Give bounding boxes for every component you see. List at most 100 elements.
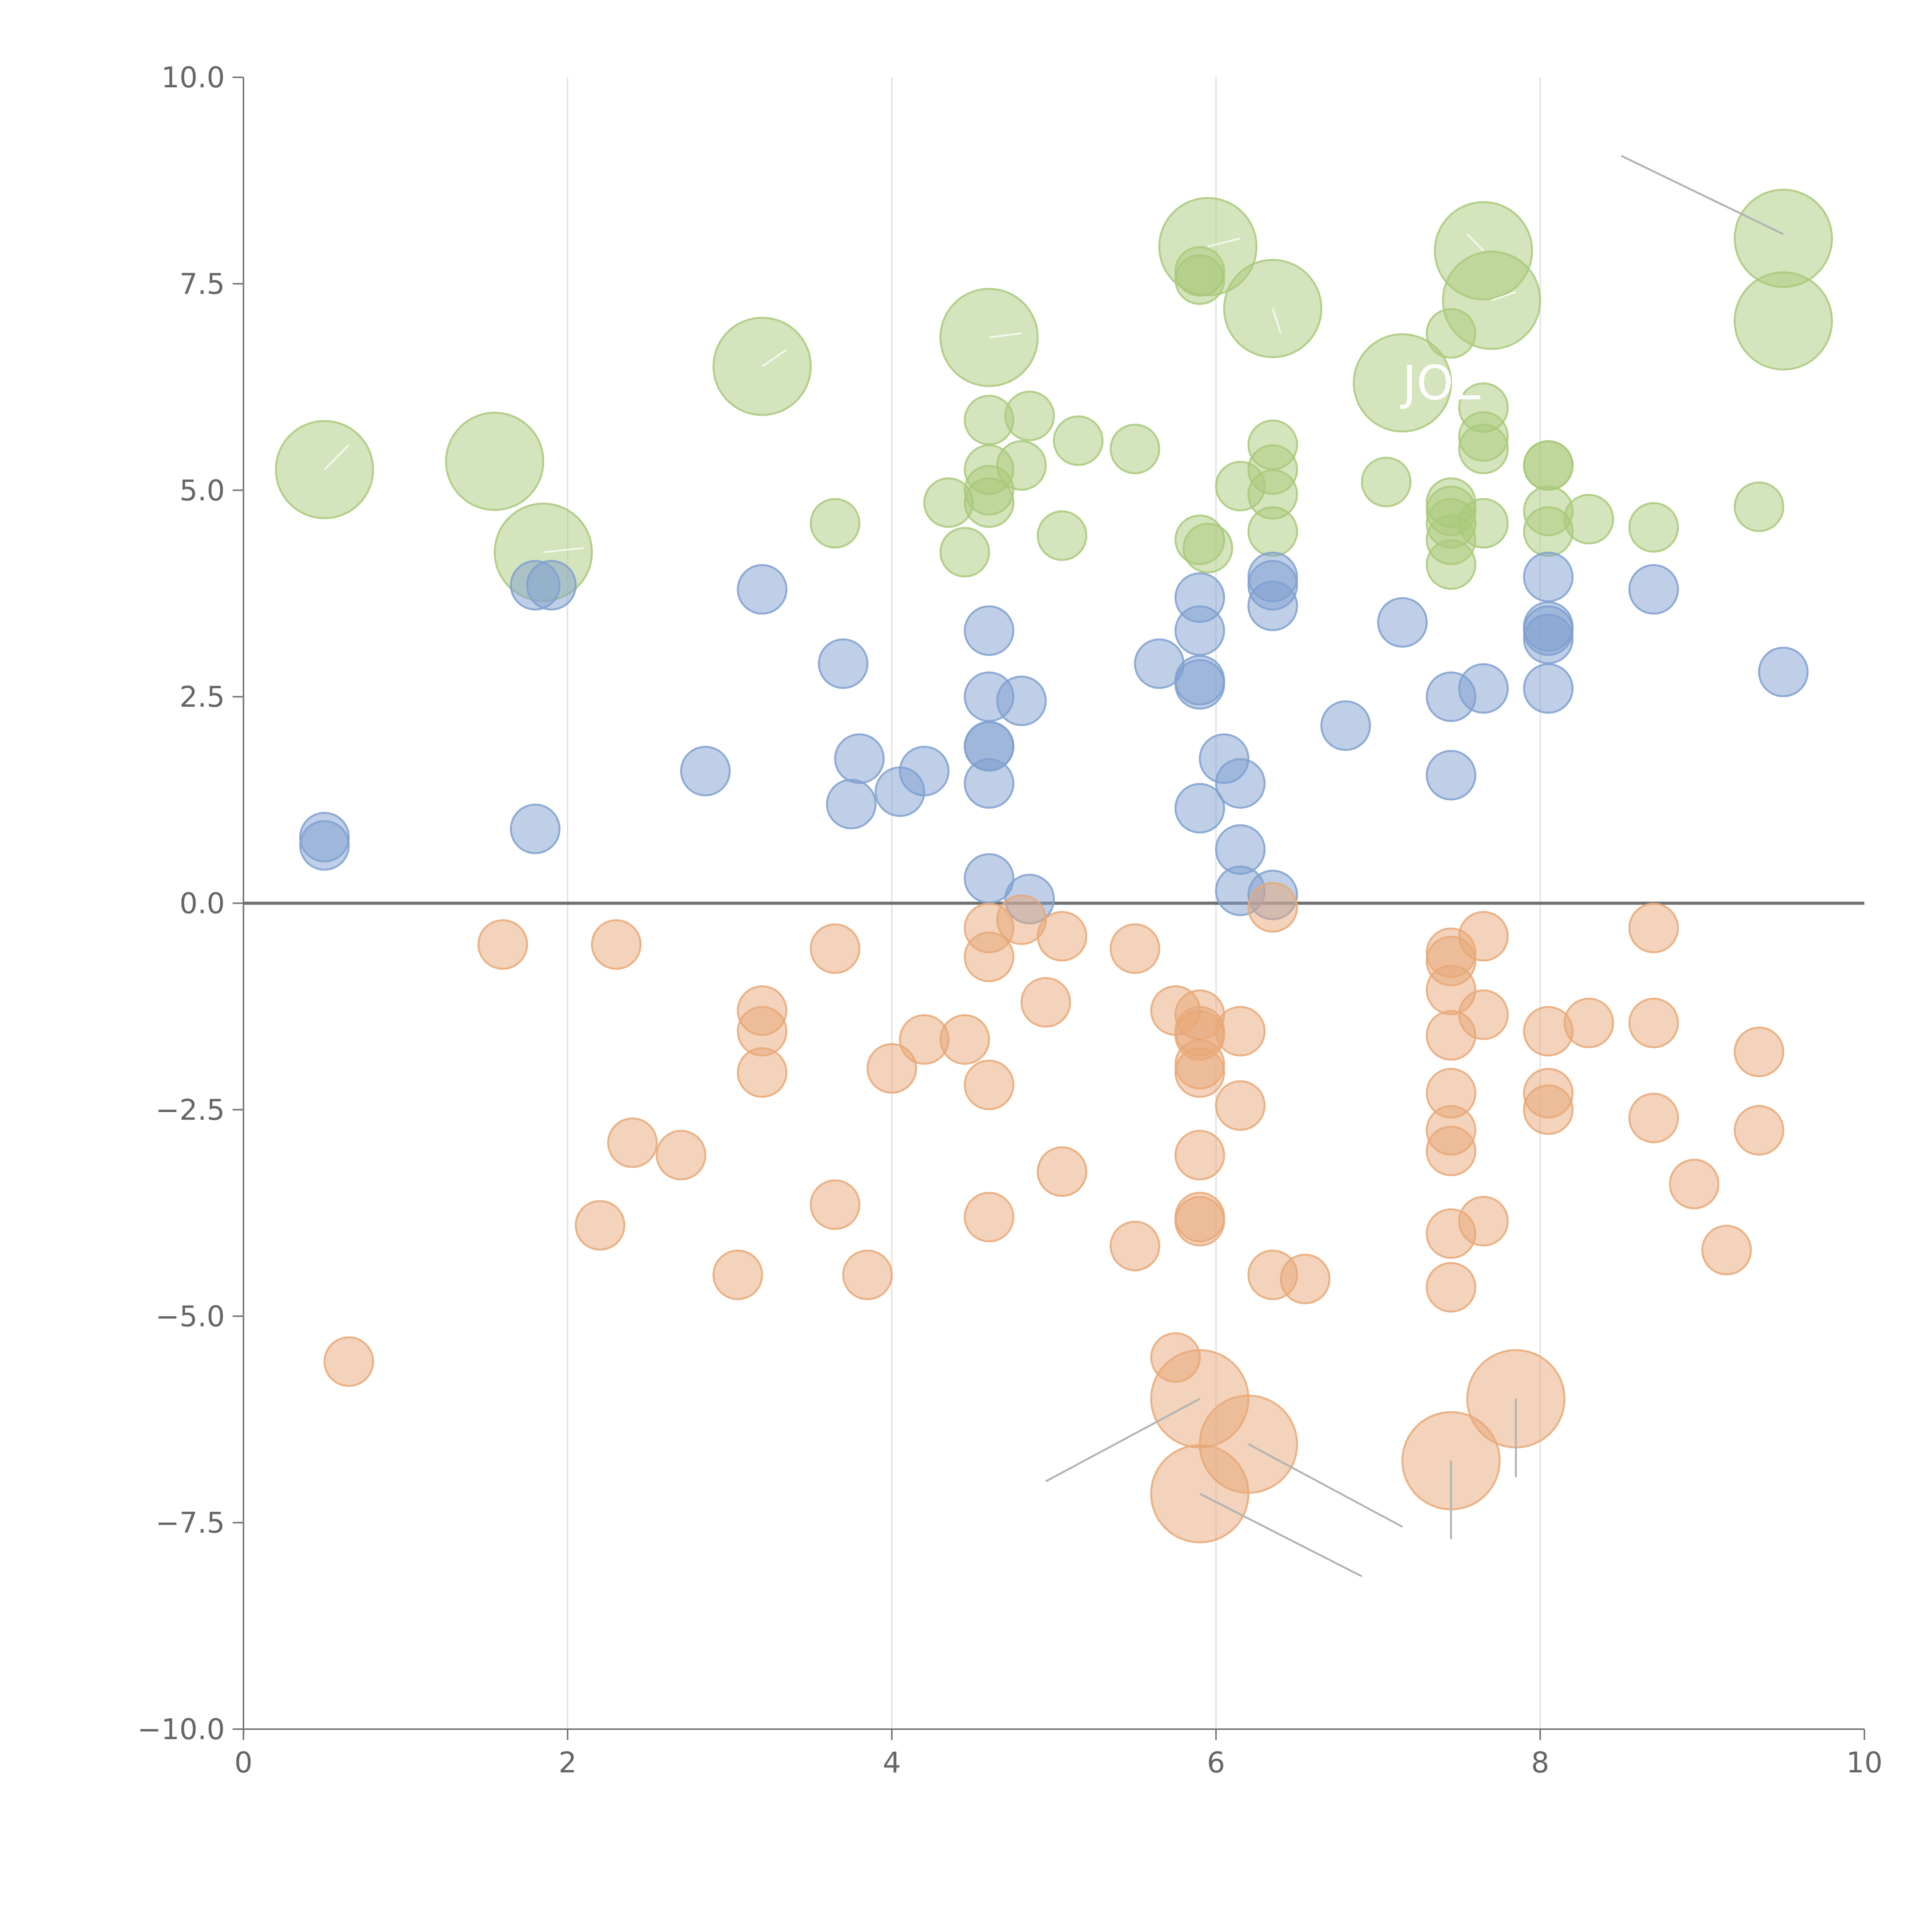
green-point-48[interactable] bbox=[1563, 494, 1614, 544]
green-point-32[interactable] bbox=[1247, 506, 1298, 557]
leader-line-2 bbox=[1248, 1443, 1403, 1528]
orange-point-52[interactable] bbox=[1458, 1196, 1509, 1247]
green-point-27[interactable] bbox=[1182, 522, 1233, 573]
green-point-19[interactable] bbox=[1004, 390, 1055, 441]
blue-point-26[interactable] bbox=[1215, 758, 1266, 809]
orange-point-11[interactable] bbox=[810, 1179, 861, 1230]
orange-point-36[interactable] bbox=[1215, 1080, 1266, 1131]
orange-point-9[interactable] bbox=[736, 1047, 787, 1098]
orange-point-23[interactable] bbox=[1037, 1146, 1087, 1197]
orange-point-66[interactable] bbox=[1150, 1444, 1250, 1544]
green-point-39[interactable] bbox=[1425, 539, 1476, 590]
orange-point-56[interactable] bbox=[1563, 998, 1614, 1048]
orange-point-35[interactable] bbox=[1215, 1006, 1266, 1057]
blue-point-4[interactable] bbox=[510, 803, 561, 854]
blue-point-39[interactable] bbox=[1523, 551, 1574, 602]
green-point-22[interactable] bbox=[1053, 415, 1104, 466]
blue-point-7[interactable] bbox=[818, 638, 869, 689]
green-point-25[interactable] bbox=[1174, 254, 1225, 305]
orange-point-25[interactable] bbox=[1109, 1221, 1160, 1271]
green-point-33[interactable] bbox=[1361, 456, 1412, 507]
blue-point-1[interactable] bbox=[299, 820, 350, 871]
orange-point-60[interactable] bbox=[1669, 1158, 1719, 1209]
green-point-1[interactable] bbox=[445, 412, 544, 511]
y-tick-label-3: 2.5 bbox=[179, 680, 225, 714]
orange-point-18[interactable] bbox=[964, 1060, 1015, 1111]
blue-point-17[interactable] bbox=[964, 758, 1015, 809]
blue-point-45[interactable] bbox=[1758, 646, 1809, 697]
orange-point-19[interactable] bbox=[964, 1192, 1015, 1243]
green-point-43[interactable] bbox=[1458, 498, 1509, 549]
blue-point-44[interactable] bbox=[1628, 564, 1679, 615]
orange-point-22[interactable] bbox=[1037, 911, 1087, 962]
orange-point-1[interactable] bbox=[477, 919, 528, 970]
orange-point-37[interactable] bbox=[1247, 882, 1298, 933]
orange-point-50[interactable] bbox=[1458, 911, 1509, 962]
blue-point-5[interactable] bbox=[680, 746, 731, 796]
blue-point-9[interactable] bbox=[826, 779, 877, 830]
orange-point-58[interactable] bbox=[1628, 998, 1679, 1048]
orange-point-49[interactable] bbox=[1425, 1262, 1476, 1313]
blue-point-6[interactable] bbox=[736, 564, 787, 615]
green-point-34[interactable] bbox=[1425, 308, 1476, 359]
blue-point-24[interactable] bbox=[1174, 659, 1225, 710]
blue-point-43[interactable] bbox=[1523, 663, 1574, 714]
green-point-42[interactable] bbox=[1458, 423, 1509, 474]
green-point-49[interactable] bbox=[1628, 502, 1679, 553]
blue-point-42[interactable] bbox=[1523, 614, 1574, 664]
blue-point-11[interactable] bbox=[899, 746, 950, 796]
orange-point-32[interactable] bbox=[1174, 1130, 1225, 1180]
blue-point-32[interactable] bbox=[1247, 580, 1298, 631]
blue-point-12[interactable] bbox=[964, 605, 1015, 656]
blue-point-35[interactable] bbox=[1377, 597, 1428, 648]
green-point-45[interactable] bbox=[1523, 440, 1574, 491]
blue-point-22[interactable] bbox=[1174, 605, 1225, 656]
blue-point-3[interactable] bbox=[526, 560, 577, 611]
green-point-12[interactable] bbox=[810, 498, 861, 549]
annotation-layer: JOE bbox=[1400, 356, 1483, 411]
orange-point-62[interactable] bbox=[1733, 1026, 1784, 1077]
orange-point-6[interactable] bbox=[713, 1249, 763, 1300]
orange-point-51[interactable] bbox=[1458, 989, 1509, 1040]
y-tick-label-7: −7.5 bbox=[155, 1507, 225, 1540]
orange-point-59[interactable] bbox=[1628, 1092, 1679, 1143]
orange-point-0[interactable] bbox=[323, 1336, 374, 1387]
orange-point-12[interactable] bbox=[842, 1249, 893, 1300]
green-point-50[interactable] bbox=[1733, 481, 1784, 532]
orange-point-47[interactable] bbox=[1425, 1126, 1476, 1177]
blue-point-34[interactable] bbox=[1320, 700, 1371, 751]
orange-point-39[interactable] bbox=[1280, 1253, 1331, 1304]
bubble-layer bbox=[275, 189, 1833, 1544]
blue-point-8[interactable] bbox=[834, 733, 885, 784]
orange-point-3[interactable] bbox=[607, 1117, 658, 1168]
orange-point-63[interactable] bbox=[1733, 1105, 1784, 1156]
blue-point-37[interactable] bbox=[1425, 750, 1476, 801]
green-point-21[interactable] bbox=[1037, 510, 1087, 561]
orange-point-13[interactable] bbox=[866, 1043, 917, 1094]
green-point-14[interactable] bbox=[939, 527, 990, 578]
orange-point-10[interactable] bbox=[810, 923, 861, 974]
orange-point-2[interactable] bbox=[591, 919, 642, 970]
orange-point-31[interactable] bbox=[1174, 1047, 1225, 1098]
orange-point-17[interactable] bbox=[964, 932, 1015, 982]
orange-point-34[interactable] bbox=[1174, 1196, 1225, 1247]
blue-point-38[interactable] bbox=[1458, 663, 1509, 714]
orange-point-15[interactable] bbox=[939, 1014, 990, 1065]
green-point-11[interactable] bbox=[1733, 271, 1833, 371]
green-point-4[interactable] bbox=[939, 287, 1039, 387]
orange-point-5[interactable] bbox=[575, 1200, 626, 1251]
orange-point-21[interactable] bbox=[1020, 977, 1071, 1028]
orange-point-57[interactable] bbox=[1628, 903, 1679, 954]
green-point-23[interactable] bbox=[1109, 423, 1160, 474]
inner-leader-line-3 bbox=[989, 332, 1022, 338]
orange-point-55[interactable] bbox=[1523, 1084, 1574, 1135]
orange-point-4[interactable] bbox=[656, 1130, 707, 1180]
green-point-7[interactable] bbox=[1353, 333, 1452, 433]
green-point-18[interactable] bbox=[964, 477, 1015, 528]
orange-point-61[interactable] bbox=[1701, 1225, 1752, 1276]
orange-point-24[interactable] bbox=[1109, 923, 1160, 974]
blue-point-27[interactable] bbox=[1174, 783, 1225, 834]
blue-point-14[interactable] bbox=[996, 675, 1047, 726]
green-point-6[interactable] bbox=[1223, 259, 1323, 358]
green-point-20[interactable] bbox=[996, 440, 1047, 491]
